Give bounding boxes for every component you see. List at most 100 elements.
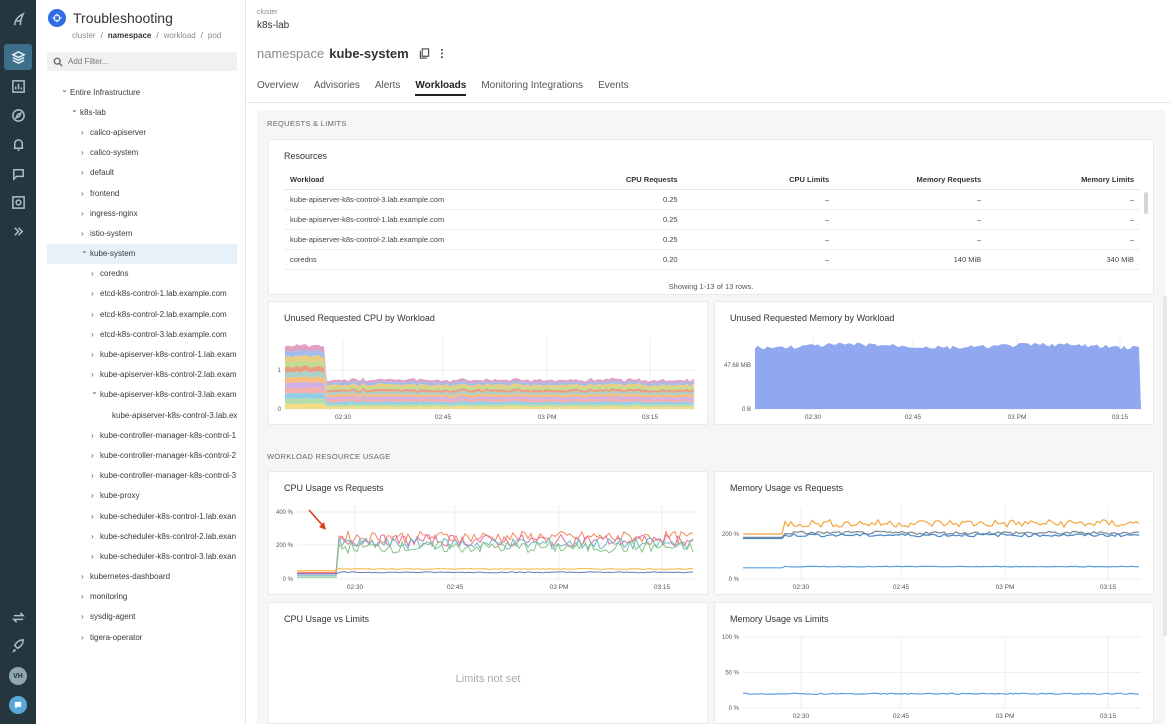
tree-item[interactable]: › calico-apiserver bbox=[47, 122, 237, 142]
col-memory-requests[interactable]: Memory Requests bbox=[835, 171, 988, 190]
chevron-right-icon[interactable]: › bbox=[81, 612, 84, 622]
tree-item[interactable]: › default bbox=[47, 163, 237, 183]
chevron-right-icon[interactable]: › bbox=[81, 188, 84, 198]
tree-item[interactable]: ⌄ kube-system bbox=[47, 243, 237, 264]
chevron-right-icon[interactable]: › bbox=[81, 208, 84, 218]
chevron-down-icon[interactable]: ⌄ bbox=[81, 246, 88, 256]
chevron-right-icon[interactable]: › bbox=[91, 289, 94, 299]
chevron-down-icon[interactable]: ⌄ bbox=[71, 104, 78, 114]
chevron-right-icon[interactable]: › bbox=[91, 511, 94, 521]
tree-item[interactable]: › kube-controller-manager-k8s-control-2 bbox=[47, 445, 237, 465]
tree-item[interactable]: › kubernetes-dashboard bbox=[47, 567, 237, 587]
tree-item[interactable]: › etcd-k8s-control-3.lab.example.com bbox=[47, 324, 237, 344]
table-scrollbar[interactable] bbox=[1144, 192, 1148, 214]
table-row[interactable]: coredns 0.20–140 MiB 340 MiB bbox=[284, 249, 1140, 270]
filter-box[interactable] bbox=[47, 52, 237, 71]
tree-item[interactable]: ⌄ kube-apiserver-k8s-control-3.lab.exam bbox=[47, 385, 237, 405]
unused-cpu-chart[interactable]: 02:30 02:45 03 PM 03:15 0 1 bbox=[269, 302, 709, 426]
icon-rail: VH bbox=[0, 0, 36, 724]
tree-item[interactable]: › kube-scheduler-k8s-control-1.lab.exan bbox=[47, 506, 237, 526]
chevron-right-icon[interactable]: › bbox=[91, 370, 94, 380]
tree-item[interactable]: ⌄ Entire Infrastructure bbox=[47, 82, 237, 102]
chevron-right-icon[interactable]: › bbox=[91, 269, 94, 279]
tree-item[interactable]: ⌄ k8s-lab bbox=[47, 102, 237, 122]
tree-item[interactable]: › kube-scheduler-k8s-control-2.lab.exan bbox=[47, 526, 237, 546]
col-cpu-requests[interactable]: CPU Requests bbox=[566, 171, 684, 190]
col-cpu-limits[interactable]: CPU Limits bbox=[683, 171, 836, 190]
tree-item[interactable]: › istio-system bbox=[47, 223, 237, 243]
cpu-requests-chart[interactable]: 02:30 02:45 03 PM 03:15 0 % 200 % 400 % bbox=[269, 472, 709, 596]
table-row[interactable]: kube-apiserver-k8s-control-3.lab.example… bbox=[284, 189, 1140, 210]
tree-item[interactable]: › kube-apiserver-k8s-control-1.lab.exam bbox=[47, 344, 237, 364]
tree-item[interactable]: › kube-scheduler-k8s-control-3.lab.exan bbox=[47, 546, 237, 566]
chevron-right-icon[interactable]: › bbox=[91, 471, 94, 481]
tab-overview[interactable]: Overview bbox=[257, 80, 299, 91]
tree-item[interactable]: › calico-system bbox=[47, 143, 237, 163]
breadcrumb-namespace[interactable]: namespace bbox=[107, 31, 152, 40]
copy-icon[interactable] bbox=[419, 47, 430, 59]
chevron-right-icon[interactable]: › bbox=[81, 168, 84, 178]
table-row[interactable]: kube-apiserver-k8s-control-2.lab.example… bbox=[284, 229, 1140, 250]
tree-item[interactable]: › sysdig-agent bbox=[47, 607, 237, 627]
tab-events[interactable]: Events bbox=[598, 80, 629, 91]
capture-icon[interactable] bbox=[4, 189, 32, 215]
chevron-right-icon[interactable]: › bbox=[91, 329, 94, 339]
tree-item[interactable]: › etcd-k8s-control-1.lab.example.com bbox=[47, 284, 237, 304]
breadcrumb-pod[interactable]: pod bbox=[207, 31, 222, 40]
chevron-right-icon[interactable]: › bbox=[81, 592, 84, 602]
chevron-right-icon[interactable]: › bbox=[91, 350, 94, 360]
tree-item[interactable]: › kube-controller-manager-k8s-control-3 bbox=[47, 466, 237, 486]
tab-monitoring-integrations[interactable]: Monitoring Integrations bbox=[481, 80, 584, 91]
tree-item[interactable]: › kube-proxy bbox=[47, 486, 237, 506]
chat-icon[interactable] bbox=[9, 696, 27, 714]
rocket-icon[interactable] bbox=[4, 632, 32, 658]
chevron-right-icon[interactable]: › bbox=[91, 531, 94, 541]
unused-memory-chart[interactable]: 02:30 02:45 03 PM 03:15 0 B 47.68 MiB bbox=[715, 302, 1155, 426]
table-row[interactable]: kube-apiserver-k8s-control-1.lab.example… bbox=[284, 209, 1140, 230]
logo-icon[interactable] bbox=[4, 6, 32, 32]
breadcrumb-workload[interactable]: workload bbox=[163, 31, 196, 40]
avatar[interactable]: VH bbox=[9, 667, 27, 685]
col-workload[interactable]: Workload bbox=[284, 171, 567, 190]
breadcrumb-cluster[interactable]: cluster bbox=[72, 31, 96, 40]
chevron-right-icon[interactable]: › bbox=[91, 430, 94, 440]
x-tick-label: 02:30 bbox=[347, 584, 364, 591]
tab-alerts[interactable]: Alerts bbox=[374, 80, 401, 91]
chevron-down-icon[interactable]: ⌄ bbox=[91, 387, 98, 397]
cpu-area-series bbox=[285, 381, 695, 401]
col-memory-limits[interactable]: Memory Limits bbox=[987, 171, 1140, 190]
explore-icon[interactable] bbox=[4, 102, 32, 128]
filter-input[interactable] bbox=[68, 57, 228, 66]
chevron-right-icon[interactable]: › bbox=[81, 148, 84, 158]
chevron-right-icon[interactable]: › bbox=[81, 632, 84, 642]
alerts-icon[interactable] bbox=[4, 131, 32, 157]
memory-requests-chart[interactable]: 02:30 02:45 03 PM 03:15 0 % 200 % bbox=[715, 472, 1155, 596]
tree-item[interactable]: › frontend bbox=[47, 183, 237, 203]
tree-item[interactable]: › kube-apiserver-k8s-control-2.lab.exam bbox=[47, 365, 237, 385]
dashboard-icon[interactable] bbox=[4, 73, 32, 99]
tab-advisories[interactable]: Advisories bbox=[313, 80, 360, 91]
tree-item[interactable]: › tigera-operator bbox=[47, 627, 237, 647]
tree-item[interactable]: › monitoring bbox=[47, 587, 237, 607]
events-icon[interactable] bbox=[4, 160, 32, 186]
integrations-icon[interactable] bbox=[4, 604, 32, 630]
chevron-right-icon[interactable]: › bbox=[81, 572, 84, 582]
tree-item[interactable]: › kube-controller-manager-k8s-control-1 bbox=[47, 425, 237, 445]
chevron-right-icon[interactable]: › bbox=[91, 309, 94, 319]
tree-item[interactable]: kube-apiserver-k8s-control-3.lab.ex bbox=[47, 405, 237, 425]
layers-icon[interactable] bbox=[4, 44, 32, 70]
tree-item[interactable]: › coredns bbox=[47, 264, 237, 284]
expand-icon[interactable] bbox=[4, 218, 32, 244]
tree-item[interactable]: › ingress-nginx bbox=[47, 203, 237, 223]
tab-workloads[interactable]: Workloads bbox=[415, 80, 467, 96]
page-scrollbar[interactable] bbox=[1163, 296, 1167, 636]
chevron-right-icon[interactable]: › bbox=[91, 551, 94, 561]
chevron-right-icon[interactable]: › bbox=[81, 228, 84, 238]
chevron-right-icon[interactable]: › bbox=[91, 450, 94, 460]
chevron-right-icon[interactable]: › bbox=[91, 491, 94, 501]
chevron-down-icon[interactable]: ⌄ bbox=[61, 84, 68, 94]
chevron-right-icon[interactable]: › bbox=[81, 127, 84, 137]
tree-item[interactable]: › etcd-k8s-control-2.lab.example.com bbox=[47, 304, 237, 324]
memory-limits-chart[interactable]: 02:30 02:45 03 PM 03:15 0 % 50 % 100 % bbox=[715, 603, 1155, 725]
more-icon[interactable] bbox=[440, 48, 444, 59]
